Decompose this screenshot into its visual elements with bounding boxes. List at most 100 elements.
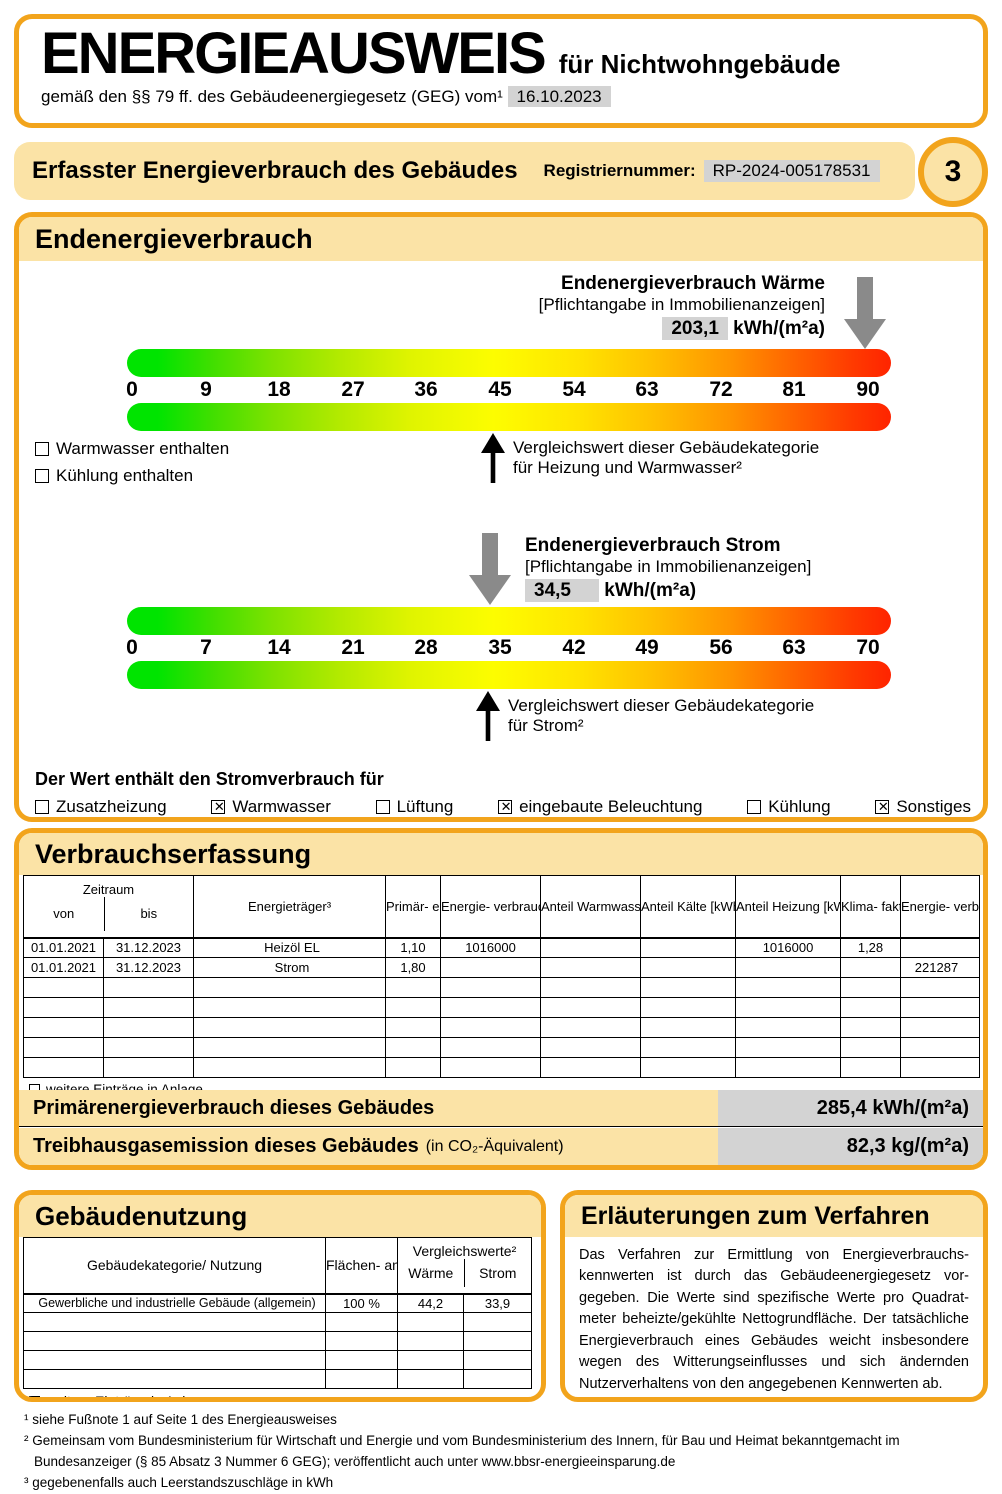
col-energieverbrauch-strom: Energie- verbrauch Strom [kWh] [900,875,980,939]
waerme-value: 203,1 [662,317,728,340]
strom-scale-ticks: 0 7 14 21 28 35 42 49 56 63 70 [126,635,891,661]
erlaeuterungen-body: Das Verfahren zur Ermittlung von Energie… [579,1247,969,1392]
section-title-erlaeuterungen: Erläuterungen zum Verfahren [565,1195,983,1237]
checkbox-label: Warmwasser enthalten [56,439,230,458]
scale-tick: 70 [856,636,880,659]
col-klimafaktor: Klima- faktor [840,875,901,939]
waerme-value-row: 203,1 kWh/(m²a) [539,317,825,340]
waerme-title: Endenergieverbrauch Wärme [561,273,825,294]
law-reference: gemäß den §§ 79 ff. des Gebäudeenergiege… [41,86,961,107]
scale-tick: 14 [267,636,291,659]
verbrauch-table: Zeitraum von bis Energieträger³ Primär- … [23,875,980,1078]
checkbox-icon [29,1395,40,1397]
table-row-empty [23,1057,980,1078]
waerme-compare-arrow-icon [481,433,505,483]
col-anteil-heizung: Anteil Heizung [kWh] [735,875,841,939]
scale-tick: 27 [341,378,365,401]
waerme-value-arrow-icon [844,277,886,349]
waerme-scale-bar: 0 9 18 27 36 45 54 63 72 81 90 [126,349,891,431]
footnotes: ¹ siehe Fußnote 1 auf Seite 1 des Energi… [24,1410,980,1494]
strom-compare-arrow-icon [476,691,500,741]
checkbox-icon [875,799,890,814]
scale-tick: 81 [782,378,806,401]
page-banner: Erfasster Energieverbrauch des Gebäudes … [14,142,915,200]
table-row-empty [23,1350,532,1370]
waerme-gradient-top [127,349,891,377]
scale-tick: 21 [341,636,365,659]
footnote-3: ³ gegebenenfalls auch Leerstandszuschläg… [24,1474,334,1490]
strom-gradient-bottom [127,661,891,689]
scale-tick: 72 [709,378,733,401]
section-title-gebaeudenutzung: Gebäudenutzung [19,1195,541,1237]
page-number-badge: 3 [918,137,988,207]
footnote-1: ¹ siehe Fußnote 1 auf Seite 1 des Energi… [24,1412,337,1427]
verbrauchserfassung-section: Verbrauchserfassung Zeitraum von bis [14,828,988,1170]
checkbox-icon [35,469,49,483]
strom-value-row: 34,5 kWh/(m²a) [525,579,811,602]
waerme-scale-ticks: 0 9 18 27 36 45 54 63 72 81 90 [126,377,891,403]
strom-includes-label: Der Wert enthält den Stromverbrauch für [35,769,384,789]
waerme-gradient-bottom [127,403,891,431]
scale-tick: 54 [562,378,586,401]
gebaeudenutzung-section: Gebäudenutzung Gebäudekategorie/ Nutzung… [14,1190,546,1402]
checkbox-warmwasser-enthalten: Warmwasser enthalten [35,439,229,459]
table-row-empty [23,1369,532,1389]
strom-subtitle: [Pflichtangabe in Immobilienanzeigen] [525,557,812,576]
checkbox-label: Kühlung enthalten [56,466,194,485]
checkbox-icon [211,799,226,814]
table-row: 01.01.2021 31.12.2023 Strom 1,80 221287 [23,957,980,978]
more-entries-note: weitere Einträge in Anlage [19,1389,541,1397]
col-energieverbrauch-waerme: Energie- verbrauch Wärme [kWh] [440,875,541,939]
scale-tick: 0 [126,378,138,401]
table-row: 01.01.2021 31.12.2023 Heizöl EL 1,10 101… [23,937,980,958]
col-vergleichswerte: Vergleichswerte² Wärme Strom [397,1237,532,1295]
col-flaechenanteil: Flächen- anteil [%] [325,1237,398,1295]
checkbox-kuehlung: Kühlung [747,797,831,817]
section-title-verbrauchserfassung: Verbrauchserfassung [19,833,983,875]
scale-tick: 45 [488,378,512,401]
checkbox-icon [498,799,513,814]
scale-tick: 90 [856,378,880,401]
waerme-compare-text: Vergleichswert dieser Gebäudekategorie f… [513,438,820,477]
checkbox-icon [35,442,49,456]
document-title: ENERGIEAUSWEIS [41,21,547,86]
checkbox-icon [35,800,49,814]
gebaeudenutzung-table: Gebäudekategorie/ Nutzung Flächen- antei… [23,1237,532,1389]
checkbox-icon [375,800,390,814]
strom-scale-bar: 0 7 14 21 28 35 42 49 56 63 70 [126,607,891,689]
table-row-empty [23,1017,980,1038]
scale-tick: 42 [562,636,586,659]
page-title: Erfasster Energieverbrauch des Gebäudes [32,157,518,184]
table-row-empty [23,997,980,1018]
scale-tick: 7 [200,636,212,659]
table-row-empty [23,1312,532,1332]
col-anteil-kaelte: Anteil Kälte [kWh] [640,875,736,939]
scale-tick: 36 [414,378,438,401]
col-energietraeger: Energieträger³ [193,875,386,939]
scale-tick: 9 [200,378,212,401]
table-row-empty [23,1331,532,1351]
treibhausgasemission-value: 82,3 kg/(m²a) [718,1128,983,1165]
waerme-unit: kWh/(m²a) [733,318,825,339]
table-row-empty [23,1037,980,1058]
waerme-headline: Endenergieverbrauch Wärme [Pflichtangabe… [539,273,825,340]
strom-title: Endenergieverbrauch Strom [525,535,781,556]
checkbox-zusatzheizung: Zusatzheizung [35,797,167,817]
primaerenergieverbrauch-row: Primärenergieverbrauch dieses Gebäudes 2… [19,1090,983,1127]
section-title-endenergieverbrauch: Endenergieverbrauch [19,217,983,261]
footnote-2: ² Gemeinsam vom Bundesministerium für Wi… [24,1432,900,1469]
scale-tick: 49 [635,636,659,659]
erlaeuterungen-section: Erläuterungen zum Verfahren Das Verfahre… [560,1190,988,1402]
scale-tick: 18 [267,378,291,401]
table-row: Gewerbliche und industrielle Gebäude (al… [23,1293,532,1313]
col-gebaeudekategorie: Gebäudekategorie/ Nutzung [23,1237,326,1295]
strom-headline: Endenergieverbrauch Strom [Pflichtangabe… [525,535,811,602]
strom-unit: kWh/(m²a) [604,580,697,601]
scale-tick: 35 [488,636,512,659]
scale-tick: 28 [414,636,438,659]
document-subtitle: für Nichtwohngebäude [558,49,841,79]
col-anteil-warmwasser: Anteil Warmwasser [kWh] [540,875,641,939]
registration-label: Registriernummer: [543,161,696,180]
strom-includes-checkboxes: Zusatzheizung Warmwasser Lüftung eingeba… [35,797,971,817]
